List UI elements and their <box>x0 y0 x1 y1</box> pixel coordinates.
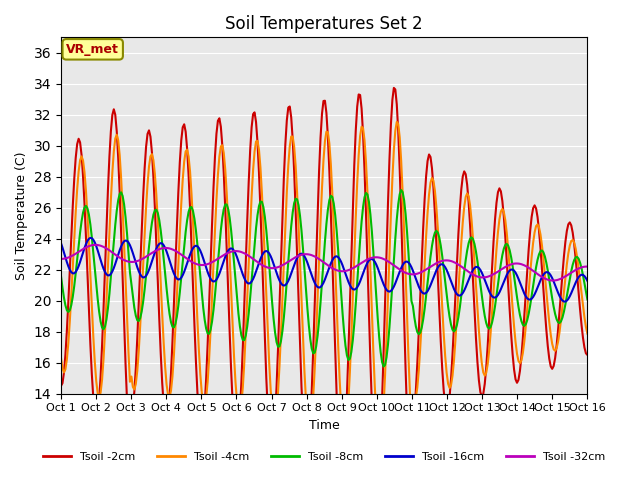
Tsoil -4cm <box>584 331 591 336</box>
Tsoil -4cm <box>287 134 295 140</box>
Tsoil -2cm <box>584 352 591 358</box>
Tsoil -32cm <box>557 276 565 282</box>
Tsoil -8cm <box>241 337 248 343</box>
Line: Tsoil -8cm: Tsoil -8cm <box>61 190 588 367</box>
Tsoil -2cm <box>390 85 397 91</box>
Tsoil -32cm <box>289 256 296 262</box>
Tsoil -16cm <box>242 278 250 284</box>
Tsoil -4cm <box>214 172 221 178</box>
Tsoil -4cm <box>393 119 401 125</box>
Tsoil -8cm <box>380 364 387 370</box>
Tsoil -32cm <box>57 256 65 262</box>
Tsoil -4cm <box>122 277 129 283</box>
Tsoil -8cm <box>232 278 239 284</box>
Tsoil -32cm <box>550 277 557 283</box>
Tsoil -32cm <box>584 264 591 269</box>
Tsoil -16cm <box>556 293 563 299</box>
Line: Tsoil -4cm: Tsoil -4cm <box>61 122 588 443</box>
Tsoil -16cm <box>233 254 241 260</box>
Tsoil -32cm <box>233 248 241 254</box>
Tsoil -4cm <box>57 355 65 361</box>
Tsoil -16cm <box>561 299 569 304</box>
Tsoil -2cm <box>57 383 65 389</box>
Tsoil -4cm <box>232 379 239 385</box>
Tsoil -8cm <box>287 223 295 229</box>
Tsoil -8cm <box>557 318 565 324</box>
Tsoil -2cm <box>287 114 295 120</box>
Tsoil -8cm <box>584 297 591 302</box>
Text: VR_met: VR_met <box>67 43 119 56</box>
Tsoil -8cm <box>214 259 221 264</box>
Tsoil -32cm <box>216 255 223 261</box>
Tsoil -32cm <box>242 251 250 257</box>
Tsoil -2cm <box>122 361 129 367</box>
Tsoil -16cm <box>123 238 131 244</box>
Tsoil -2cm <box>232 434 239 440</box>
Line: Tsoil -2cm: Tsoil -2cm <box>61 88 588 480</box>
Tsoil -16cm <box>584 278 591 284</box>
Tsoil -16cm <box>57 240 65 246</box>
Tsoil -32cm <box>91 242 99 248</box>
Tsoil -32cm <box>123 258 131 264</box>
Tsoil -16cm <box>289 266 296 272</box>
Legend: Tsoil -2cm, Tsoil -4cm, Tsoil -8cm, Tsoil -16cm, Tsoil -32cm: Tsoil -2cm, Tsoil -4cm, Tsoil -8cm, Tsoi… <box>38 447 610 467</box>
Title: Soil Temperatures Set 2: Soil Temperatures Set 2 <box>225 15 423 33</box>
Line: Tsoil -32cm: Tsoil -32cm <box>61 245 588 280</box>
Tsoil -4cm <box>241 360 248 366</box>
Tsoil -2cm <box>241 303 248 309</box>
Line: Tsoil -16cm: Tsoil -16cm <box>61 238 588 301</box>
Tsoil -4cm <box>375 440 383 446</box>
Tsoil -8cm <box>397 187 405 193</box>
Tsoil -16cm <box>216 271 223 276</box>
Tsoil -8cm <box>57 274 65 279</box>
X-axis label: Time: Time <box>309 419 340 432</box>
Tsoil -8cm <box>122 214 129 220</box>
Tsoil -4cm <box>557 317 565 323</box>
Tsoil -2cm <box>557 290 565 296</box>
Tsoil -16cm <box>86 235 94 241</box>
Y-axis label: Soil Temperature (C): Soil Temperature (C) <box>15 151 28 280</box>
Tsoil -2cm <box>214 118 221 124</box>
